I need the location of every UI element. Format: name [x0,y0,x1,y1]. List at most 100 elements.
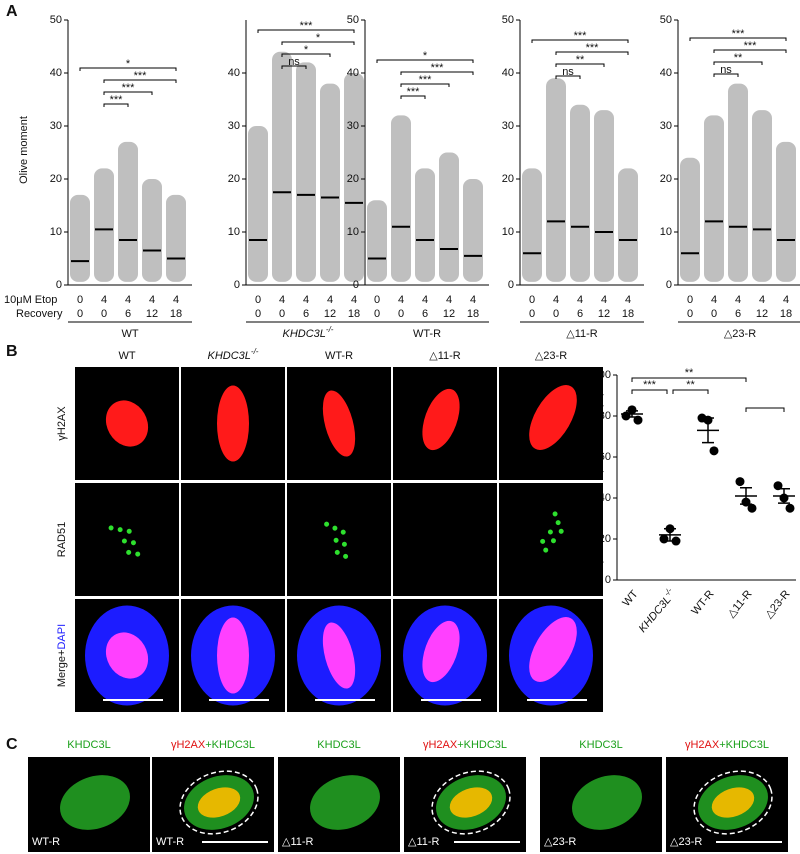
etop-label: 4 [101,294,107,306]
signal [217,385,249,462]
bracket-label: ns [562,66,574,78]
signal [543,547,549,553]
outline [431,770,511,835]
bracket [555,51,629,55]
column-label: KHDC3L-/- [208,347,259,362]
bracket [79,67,177,71]
x-tick-label: △11-R [725,588,754,620]
signal [126,549,132,555]
group-label-text: WT [121,328,138,340]
signal [332,525,338,531]
recovery-label: 12 [324,308,336,320]
signal [422,388,460,451]
row-label-dapi: DAPI [56,624,68,650]
x-tick-label: WT [620,588,640,609]
etop-label: 4 [125,294,131,306]
bracket [555,75,581,79]
image-label: WT-R [156,836,184,848]
dot-cloud [94,168,114,282]
bracket [281,41,355,45]
dot-cloud [70,194,90,282]
signal [130,540,136,546]
header-green: +KHDC3L [719,739,769,751]
dot-cloud [546,78,566,282]
bracket-label: *** [586,42,600,54]
group-label-text: △23-R [724,328,756,340]
recovery-label: 0 [687,308,693,320]
y-tick-label: 50 [502,14,514,26]
group-label: △11-R [566,328,598,340]
bracket [555,63,605,67]
group-label-text: △11-R [566,328,598,340]
group-label-sup: -/- [326,325,334,334]
column-label-text: △23-R [535,350,567,362]
dot-cloud [728,83,748,282]
bracket-label: *** [744,40,758,52]
signal [558,528,564,534]
signal [324,521,330,527]
dot-cloud [776,141,796,282]
signal [572,775,642,830]
y-tick-label: 40 [660,67,672,79]
point [735,477,745,487]
column-label-text: △11-R [429,350,461,362]
bracket-label: * [126,58,131,70]
etop-label: 0 [77,294,83,306]
group-label: WT-R [413,328,441,340]
header-green: +KHDC3L [205,739,255,751]
bracket [281,65,307,69]
x-tick-label: KHDC3L-/- [634,586,679,635]
micrograph [499,483,603,596]
dot-cloud [522,168,542,282]
etop-label: 4 [303,294,309,306]
etop-label: 4 [601,294,607,306]
image-label: △11-R [408,836,440,848]
etop-label: 4 [351,294,357,306]
dot-cloud [272,51,292,282]
recovery-label: 0 [529,308,535,320]
y-tick-label: 10 [228,226,240,238]
bracket-label: *** [300,20,314,32]
x-tick-label: △23-R [763,588,793,621]
bracket [257,29,355,33]
signal [449,787,493,818]
header-green: KHDC3L [579,739,622,751]
y-tick-label: 20 [347,173,359,185]
row-label: 10μM Etop [4,294,57,306]
column-label: △23-R [535,350,567,362]
header-red: γH2AX [685,739,720,751]
recovery-label: 0 [77,308,83,320]
signal [552,511,558,517]
y-tick-label: 30 [660,120,672,132]
y-tick-label: 0 [353,279,359,291]
etop-label: 0 [529,294,535,306]
etop-label: 4 [735,294,741,306]
recovery-label: 12 [598,308,610,320]
error-bar [702,417,714,444]
header-red: γH2AX [423,739,458,751]
signal [540,538,546,544]
bracket [376,59,474,63]
bracket [713,61,763,65]
dot-cloud [594,110,614,282]
bracket [103,79,177,83]
recovery-label: 6 [303,308,309,320]
dot-cloud [344,73,364,282]
y-tick-label: 10 [347,226,359,238]
y-tick-label: 10 [660,226,672,238]
bracket-label: *** [643,379,657,391]
etop-label: 4 [327,294,333,306]
column-label-sup: -/- [251,347,259,356]
bracket-label: ** [686,379,695,391]
x-tick-label-text: WT [620,588,640,609]
bracket-label: ** [576,54,585,66]
header-green: +KHDC3L [457,739,507,751]
image-header: γH2AX+KHDC3L [685,739,769,751]
bracket-label: ** [685,367,694,379]
y-tick-label: 40 [228,67,240,79]
etop-label: 4 [553,294,559,306]
row-label-merge: Merge+ [56,650,68,688]
bracket [672,389,709,394]
etop-label: 0 [687,294,693,306]
signal [333,537,339,543]
